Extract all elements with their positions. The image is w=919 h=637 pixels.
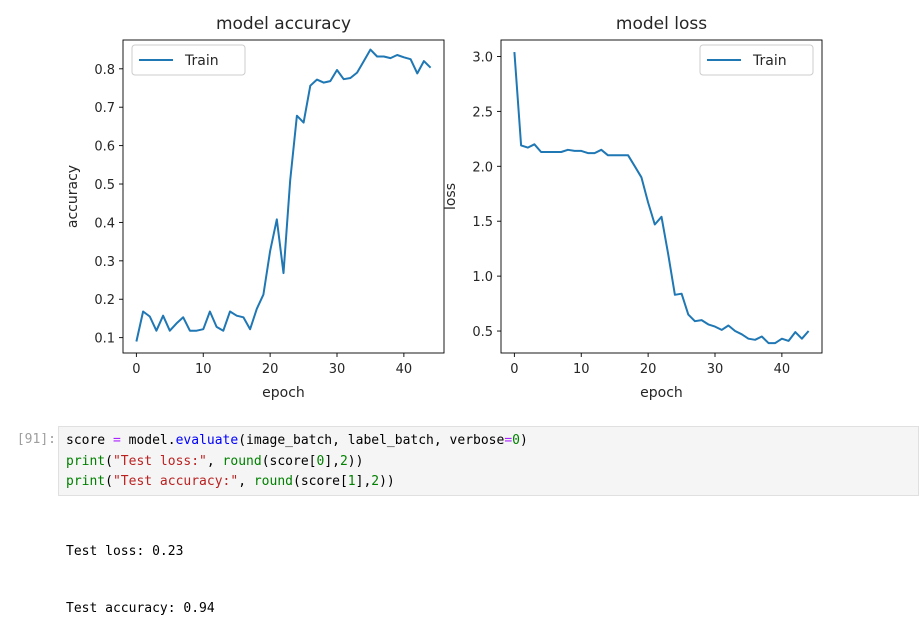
y-tick-label: 0.5 <box>94 178 115 193</box>
series-line-train <box>135 48 432 342</box>
code-token: round <box>253 474 293 489</box>
y-tick-label: 0.2 <box>94 293 115 308</box>
legend-box <box>699 44 814 76</box>
legend: Train <box>131 44 246 76</box>
code-token: "Test accuracy:" <box>112 474 239 489</box>
code-token: "Test loss:" <box>112 453 207 469</box>
y-tick-label: 2.5 <box>472 105 493 120</box>
chart-0: model accuracy 0 10 20 30 40 0.1 0.2 0.3 0.4 0.5 0.… <box>65 14 445 401</box>
y-tick-label: 1.5 <box>472 215 493 230</box>
y-tick-label: 3.0 <box>472 50 493 65</box>
code-token: . <box>167 433 176 448</box>
code-token: = <box>504 433 513 448</box>
code-token: = <box>112 433 121 448</box>
code-token: print <box>66 453 106 469</box>
code-token: 1 <box>347 474 356 489</box>
code-token: 2 <box>339 453 348 469</box>
training-charts: model accuracy 0 10 20 30 40 0.1 0.2 0.3 0.4 0.5 0.… <box>65 14 823 401</box>
code-token: ( <box>105 474 113 489</box>
x-tick-label: 10 <box>195 362 212 377</box>
x-tick-label: 20 <box>640 362 657 377</box>
y-tick-label: 0.1 <box>94 332 115 347</box>
x-tick-label: 30 <box>707 362 724 377</box>
x-tick-label: 40 <box>774 362 791 377</box>
code-token: , <box>206 453 223 469</box>
code-token: round <box>222 453 262 469</box>
code-token: 0 <box>512 433 520 448</box>
code-line: score = model.evaluate(image_batch, labe… <box>66 431 918 452</box>
y-tick-label: 0.7 <box>94 101 115 116</box>
x-tick-label: 30 <box>329 362 346 377</box>
y-tick-label: 0.6 <box>94 140 115 155</box>
legend-label: Train <box>752 53 787 69</box>
code-token: (score[ <box>293 474 348 489</box>
legend-label: Train <box>184 53 219 69</box>
code-token: , <box>238 474 254 489</box>
code-token: )) <box>347 453 364 469</box>
y-tick-label: 0.4 <box>94 216 115 231</box>
output-line-test-accuracy: Test accuracy: 0.94 <box>66 601 215 616</box>
x-tick-label: 10 <box>573 362 590 377</box>
legend-box <box>131 44 246 76</box>
code-token: model <box>120 433 168 448</box>
x-axis-label: epoch <box>262 385 305 401</box>
plot-frame <box>500 39 823 354</box>
code-token: 0 <box>316 453 325 469</box>
code-token: ], <box>324 453 340 469</box>
code-line: print("Test accuracy:", round(score[1],2… <box>66 472 918 493</box>
x-axis-label: epoch <box>640 385 683 401</box>
code-token: 2 <box>371 474 380 489</box>
chart-title: model loss <box>616 14 707 34</box>
code-token: )) <box>379 474 395 489</box>
code-token: evaluate <box>175 433 239 448</box>
cell-prompt: [91]: <box>16 432 56 447</box>
code-token: (score[ <box>261 453 317 469</box>
x-tick-label: 0 <box>510 362 518 377</box>
chart-1: model loss 0 10 20 30 40 0.5 1.0 1.5 2.0 2.5 3.0 epo… <box>443 14 823 401</box>
code-token: ) <box>519 433 528 448</box>
y-tick-label: 0.5 <box>472 325 493 340</box>
code-token: score <box>66 433 113 448</box>
code-token: print <box>66 474 106 489</box>
y-axis-label: accuracy <box>65 165 81 228</box>
series-line-train <box>513 52 810 345</box>
y-tick-label: 1.0 <box>472 270 493 285</box>
y-tick-label: 2.0 <box>472 160 493 175</box>
plot-frame <box>122 39 445 354</box>
code-cell[interactable]: score = model.evaluate(image_batch, labe… <box>58 426 919 496</box>
x-tick-label: 20 <box>262 362 279 377</box>
chart-title: model accuracy <box>216 14 351 34</box>
code-token: ], <box>355 474 372 489</box>
y-tick-label: 0.3 <box>94 255 115 270</box>
code-token: (image_batch, label_batch, verbose <box>238 433 505 448</box>
y-axis-label: loss <box>443 183 459 210</box>
code-line: print("Test loss:", round(score[0],2)) <box>66 452 918 473</box>
x-tick-label: 40 <box>396 362 413 377</box>
code-token: ( <box>105 453 113 469</box>
x-tick-label: 0 <box>132 362 140 377</box>
cell-output: Test loss: 0.23 Test accuracy: 0.94 <box>66 504 215 637</box>
y-tick-label: 0.8 <box>94 63 115 78</box>
legend: Train <box>699 44 814 76</box>
